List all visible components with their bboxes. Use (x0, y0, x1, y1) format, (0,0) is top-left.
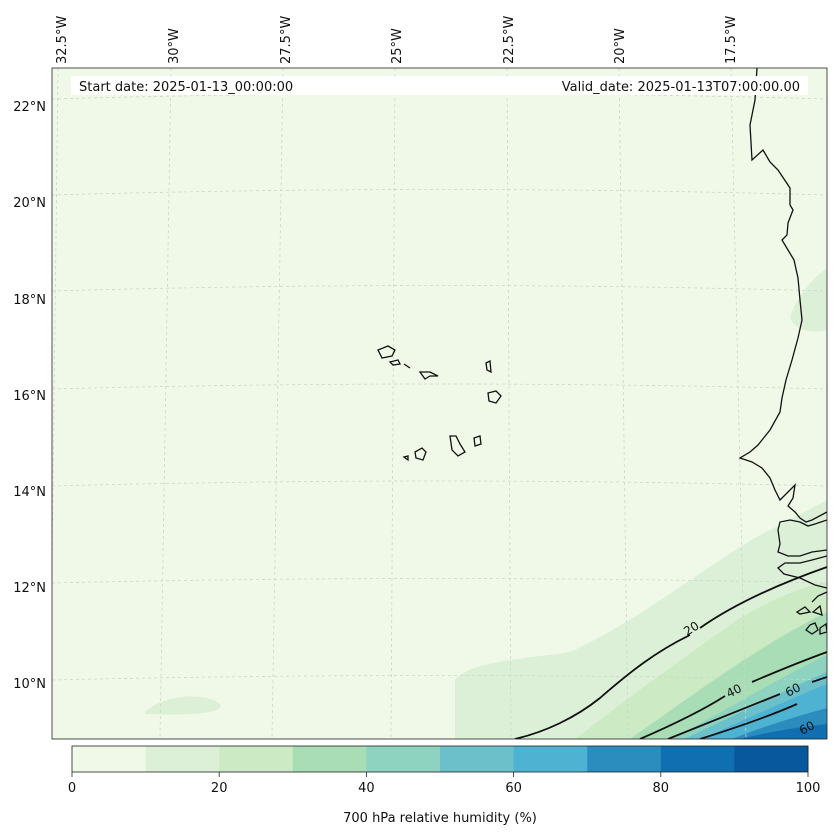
lat-label-20n: 20°N (13, 196, 46, 211)
lat-label-22n: 22°N (13, 100, 46, 115)
colorbar-segment-50-60 (440, 746, 515, 772)
contour-20 (514, 566, 827, 739)
humidity-patch-coast (790, 268, 827, 332)
island-santo-antao (377, 345, 396, 359)
island-sal (485, 359, 492, 374)
lat-label-16n: 16°N (13, 389, 46, 404)
lat-label-10n: 10°N (13, 677, 46, 692)
colorbar-segment-80-90 (660, 746, 735, 772)
island-santiago (449, 435, 466, 457)
start-date-text: Start date: 2025-01-13_00:00:00 (79, 80, 293, 95)
contour-60-a (667, 676, 827, 739)
colorbar-segment-90-100 (734, 746, 809, 772)
valid-date-text: Valid_date: 2025-01-13T07:00:00.00 (562, 80, 800, 95)
colorbar (72, 746, 809, 772)
map-panel: Start date: 2025-01-13_00:00:00 Valid_da… (52, 68, 827, 739)
lon-label-22.5w: 22.5°W (502, 16, 517, 64)
colorbar-tick-40: 40 (358, 781, 375, 796)
colorbar-segment-20-30 (219, 746, 294, 772)
map-frame (51, 67, 828, 740)
coastlines (738, 68, 827, 635)
humidity-band-80-90 (740, 724, 827, 739)
cape-verde-islands (377, 345, 502, 462)
lat-label-14n: 14°N (13, 485, 46, 500)
gridlines (52, 68, 827, 739)
colorbar-tick-0: 0 (68, 781, 76, 796)
lon-label-25w: 25°W (390, 28, 405, 64)
colorbar-tick-labels: 0 20 40 60 80 100 (68, 781, 821, 796)
colorbar-frame (71, 745, 809, 773)
colorbar-ticks (71, 772, 809, 777)
colorbar-segment-70-80 (587, 746, 662, 772)
island-maio (473, 435, 482, 447)
island-brava (402, 455, 409, 462)
contour-60-b (699, 703, 798, 739)
lat-label-18n: 18°N (13, 293, 46, 308)
colorbar-segment-0-10 (72, 746, 147, 772)
lat-label-12n: 12°N (13, 581, 46, 596)
colorbar-tick-80: 80 (653, 781, 670, 796)
colorbar-tick-20: 20 (211, 781, 228, 796)
lon-label-32.5w: 32.5°W (55, 16, 70, 64)
contour-label-60-a: 60 (783, 680, 803, 699)
latitude-labels: 22°N 20°N 18°N 16°N 14°N 12°N 10°N (13, 100, 46, 692)
contour-label-20: 20 (681, 619, 701, 639)
lon-label-17.5w: 17.5°W (724, 16, 739, 64)
island-santa-luzia (403, 363, 411, 369)
lon-label-27.5w: 27.5°W (279, 16, 294, 64)
colorbar-segment-30-40 (292, 746, 367, 772)
contour-label-60-b: 60 (797, 718, 817, 737)
contour-40 (639, 651, 827, 739)
colorbar-segment-40-50 (366, 746, 441, 772)
colorbar-label: 700 hPa relative humidity (%) (343, 811, 537, 826)
lon-label-30w: 30°W (167, 28, 182, 64)
island-fogo (414, 447, 427, 461)
lon-label-20w: 20°W (613, 28, 628, 64)
date-info-box (71, 76, 808, 95)
contour-labels: 20 40 60 60 (681, 619, 817, 738)
humidity-patch-west (145, 696, 221, 715)
longitude-labels: 32.5°W 30°W 27.5°W 25°W 22.5°W 20°W 17.5… (55, 16, 739, 64)
colorbar-segment-10-20 (145, 746, 220, 772)
colorbar-tick-60: 60 (505, 781, 522, 796)
island-boa-vista (487, 390, 502, 404)
humidity-contours (514, 566, 827, 739)
island-sao-nicolau (418, 371, 439, 380)
contour-label-40: 40 (724, 681, 744, 700)
colorbar-segment-60-70 (513, 746, 588, 772)
colorbar-tick-100: 100 (796, 781, 821, 796)
island-sao-vicente (388, 359, 401, 366)
